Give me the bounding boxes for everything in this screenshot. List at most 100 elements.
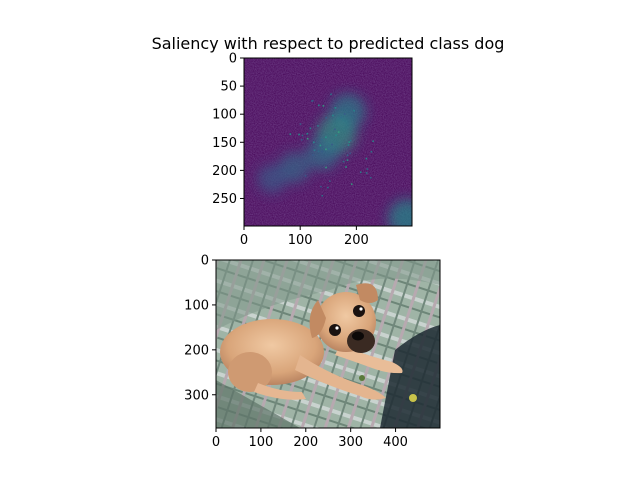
x-tick-label: 400	[383, 435, 408, 450]
saliency-pixel	[342, 160, 345, 163]
saliency-pixel	[313, 149, 316, 151]
saliency-pixel	[329, 180, 331, 182]
saliency-y-ticks: 0 50 100 150 200 250	[212, 52, 244, 207]
dog-left-eye	[329, 324, 341, 336]
y-tick-label: 100	[184, 298, 209, 313]
saliency-pixel	[372, 140, 374, 143]
photo-axes-frame	[215, 259, 441, 429]
saliency-pixel	[328, 147, 330, 150]
y-tick-label: 50	[220, 80, 237, 95]
photo-x-ticks: 0 100 200 300 400	[212, 428, 408, 450]
saliency-pixel	[359, 171, 362, 174]
photo-axes: 0 100 200 300 400 0 100 200 300	[184, 254, 441, 450]
saliency-pixel	[349, 139, 352, 142]
saliency-pixel	[370, 150, 373, 153]
dog-front-leg-left	[295, 355, 386, 400]
saliency-pixel	[312, 99, 314, 102]
saliency-pixel	[349, 152, 352, 155]
saliency-pixel	[320, 138, 323, 141]
y-tick-label: 300	[184, 388, 209, 403]
saliency-pixel	[365, 172, 368, 174]
x-tick-label: 100	[288, 233, 313, 248]
toy	[359, 375, 365, 381]
y-tick-label: 200	[184, 343, 209, 358]
saliency-pixel	[365, 157, 368, 160]
heatmap-hotspots	[257, 93, 412, 226]
saliency-hotspot	[278, 151, 311, 184]
saliency-pixel	[347, 144, 350, 146]
couch-shadow	[380, 325, 440, 428]
y-tick-label: 250	[212, 192, 237, 207]
saliency-pixel	[301, 139, 303, 141]
chart-title: Saliency with respect to predicted class…	[152, 34, 505, 53]
saliency-pixel	[331, 143, 333, 146]
y-tick-label: 0	[229, 52, 237, 67]
saliency-pixel	[321, 150, 323, 153]
saliency-x-ticks: 0 100 200	[240, 226, 369, 248]
dog-right-ear	[356, 283, 378, 303]
x-tick-label: 300	[338, 435, 363, 450]
saliency-pixel	[301, 134, 304, 137]
saliency-speckles	[289, 93, 374, 197]
saliency-pixel	[325, 116, 327, 119]
saliency-pixel	[325, 148, 327, 151]
saliency-hotspot	[330, 93, 366, 130]
saliency-pixel	[346, 154, 349, 157]
y-tick-label: 100	[212, 108, 237, 123]
y-tick-label: 200	[212, 164, 237, 179]
saliency-pixel	[346, 159, 349, 161]
dog-nose	[352, 331, 364, 341]
saliency-pixel	[298, 133, 300, 136]
saliency-pixel	[337, 131, 340, 133]
saliency-pixel	[350, 183, 353, 185]
dog-hind-leg	[228, 352, 272, 392]
dog-right-eye	[353, 305, 365, 317]
saliency-pixel	[306, 132, 309, 135]
saliency-hotspot	[387, 199, 412, 226]
dog-eye-highlight	[359, 307, 363, 311]
saliency-pixel	[319, 144, 322, 147]
saliency-pixel	[317, 125, 319, 127]
saliency-hotspot	[257, 164, 287, 194]
dog-front-leg-right	[335, 345, 403, 374]
saliency-pixel	[335, 134, 337, 137]
saliency-pixel	[306, 137, 309, 140]
saliency-pixel	[311, 100, 313, 102]
saliency-axes: 0 100 200 0 50 100 150 200 250	[212, 52, 413, 248]
saliency-pixel	[321, 194, 324, 197]
saliency-pixel	[327, 186, 329, 189]
saliency-pixel	[322, 105, 325, 107]
saliency-hotspot	[305, 136, 340, 171]
saliency-pixel	[366, 168, 369, 170]
saliency-pixel	[325, 136, 327, 139]
saliency-pixel	[348, 141, 350, 143]
saliency-pixel	[332, 114, 334, 117]
x-tick-label: 100	[248, 435, 273, 450]
dog-eye-highlight	[335, 326, 339, 330]
saliency-pixel	[317, 104, 320, 107]
dog-left-ear	[309, 300, 326, 338]
couch-seat-shade	[216, 380, 300, 428]
saliency-pixel	[299, 123, 302, 125]
saliency-pixel	[343, 113, 346, 115]
saliency-pixel	[320, 185, 322, 188]
saliency-pixel	[334, 128, 336, 131]
x-tick-label: 200	[344, 233, 369, 248]
saliency-pixel	[353, 109, 355, 112]
toy	[409, 394, 417, 402]
photo-y-ticks: 0 100 200 300	[184, 254, 216, 403]
saliency-pixel	[345, 166, 347, 168]
y-tick-label: 150	[212, 136, 237, 151]
dog-back-paw	[254, 383, 306, 400]
x-tick-label: 200	[293, 435, 318, 450]
couch-back	[216, 260, 440, 330]
saliency-pixel	[334, 107, 337, 109]
saliency-pixel	[325, 166, 327, 169]
dog	[220, 283, 403, 400]
saliency-pixel	[330, 93, 332, 96]
saliency-pixel	[317, 150, 320, 153]
saliency-pixel	[312, 154, 314, 156]
saliency-heatmap	[244, 58, 412, 226]
saliency-pixel	[309, 127, 312, 130]
